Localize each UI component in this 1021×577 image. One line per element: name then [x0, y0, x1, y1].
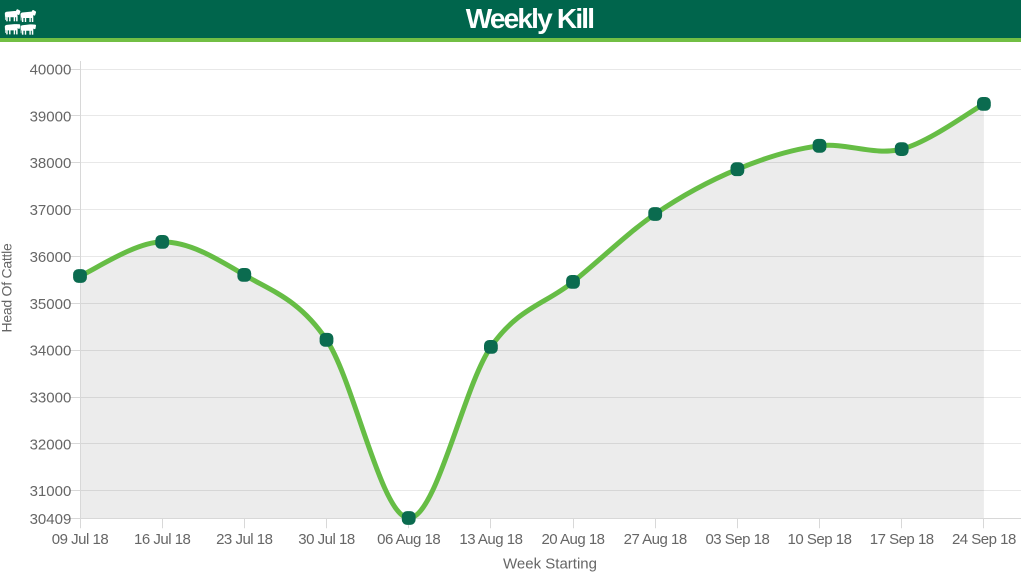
svg-text:40000: 40000 — [30, 62, 72, 79]
svg-text:34000: 34000 — [30, 343, 72, 360]
svg-text:37000: 37000 — [30, 202, 72, 219]
svg-text:32000: 32000 — [30, 436, 72, 453]
svg-text:27 Aug 18: 27 Aug 18 — [624, 531, 687, 548]
svg-text:31000: 31000 — [30, 483, 72, 500]
svg-text:36000: 36000 — [30, 249, 72, 266]
svg-text:30 Jul 18: 30 Jul 18 — [298, 531, 355, 548]
svg-text:Week Starting: Week Starting — [503, 556, 597, 573]
svg-text:03 Sep 18: 03 Sep 18 — [705, 531, 769, 548]
svg-text:23 Jul 18: 23 Jul 18 — [216, 531, 273, 548]
svg-text:39000: 39000 — [30, 108, 72, 125]
svg-text:13 Aug 18: 13 Aug 18 — [459, 531, 522, 548]
svg-text:33000: 33000 — [30, 390, 72, 407]
svg-text:38000: 38000 — [30, 155, 72, 172]
svg-text:10 Sep 18: 10 Sep 18 — [788, 531, 852, 548]
svg-text:Head Of Cattle: Head Of Cattle — [0, 243, 15, 333]
svg-text:06 Aug 18: 06 Aug 18 — [377, 531, 440, 548]
svg-text:09 Jul 18: 09 Jul 18 — [52, 531, 109, 548]
svg-text:35000: 35000 — [30, 296, 72, 313]
svg-text:16 Jul 18: 16 Jul 18 — [134, 531, 191, 548]
svg-text:24 Sep 18: 24 Sep 18 — [952, 531, 1016, 548]
svg-text:30409: 30409 — [30, 511, 72, 528]
svg-text:17 Sep 18: 17 Sep 18 — [870, 531, 934, 548]
svg-text:20 Aug 18: 20 Aug 18 — [541, 531, 604, 548]
